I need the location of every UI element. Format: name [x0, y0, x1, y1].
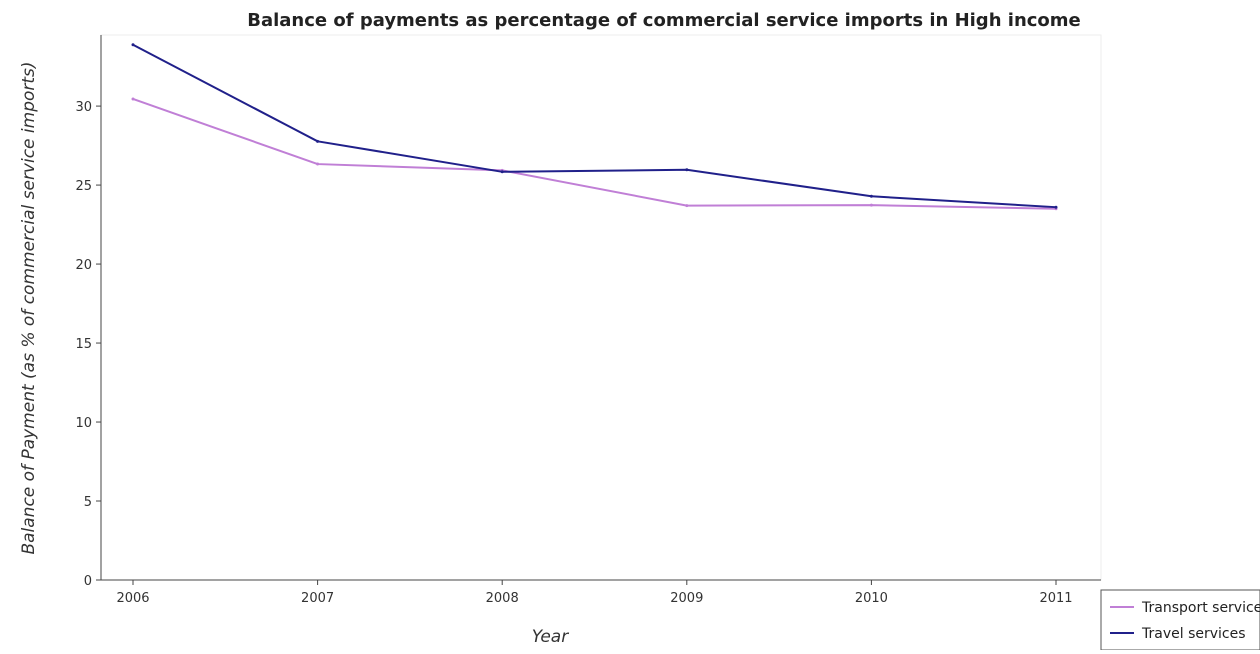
y-tick-label: 20: [75, 258, 92, 273]
y-tick-label: 25: [75, 179, 92, 194]
series-line-transport-services: [132, 98, 1057, 210]
x-tick-label: 2011: [1039, 591, 1072, 606]
x-tick-label: 2009: [670, 591, 703, 606]
y-axis-label: Balance of Payment (as % of commercial s…: [19, 61, 39, 554]
y-tick-label: 10: [75, 416, 92, 431]
y-tick-label: 0: [84, 574, 92, 589]
data-point-travel-services: [500, 170, 504, 174]
legend-label-travel-services: Travel services: [1141, 626, 1246, 642]
series-line-travel-services: [132, 43, 1057, 209]
data-point-travel-services: [1054, 205, 1058, 209]
data-point-transport-services: [316, 162, 320, 166]
x-axis-label: Year: [532, 627, 569, 647]
y-tick-label: 15: [75, 337, 92, 352]
data-point-transport-services: [869, 203, 873, 207]
series-group: [131, 43, 1058, 211]
data-point-transport-services: [131, 97, 135, 101]
data-point-travel-services: [685, 168, 689, 172]
data-point-transport-services: [685, 204, 689, 208]
plot-area: [100, 34, 1102, 581]
data-point-travel-services: [131, 43, 135, 47]
y-ticks: 0 5 10 15 20 25 30: [75, 100, 101, 589]
data-point-travel-services: [316, 139, 320, 143]
y-tick-label: 5: [84, 495, 92, 510]
y-tick-label: 30: [75, 100, 92, 115]
x-tick-label: 2010: [855, 591, 888, 606]
legend-label-transport-services: Transport services: [1141, 600, 1260, 616]
x-tick-label: 2006: [116, 591, 149, 606]
x-tick-label: 2008: [486, 591, 519, 606]
x-ticks: 2006 2007 2008 2009 2010 2011: [116, 580, 1073, 606]
data-point-travel-services: [869, 194, 873, 198]
x-tick-label: 2007: [301, 591, 334, 606]
chart-title: Balance of payments as percentage of com…: [247, 10, 1081, 31]
legend: Transport services Travel services: [1100, 589, 1260, 651]
